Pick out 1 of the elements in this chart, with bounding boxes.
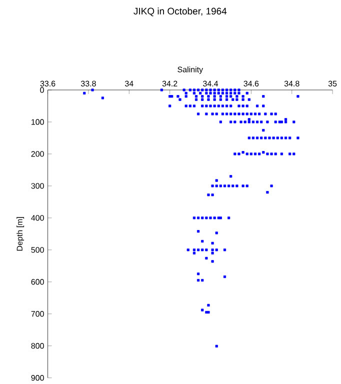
chart-title: JIKQ in October, 1964 <box>134 8 227 16</box>
